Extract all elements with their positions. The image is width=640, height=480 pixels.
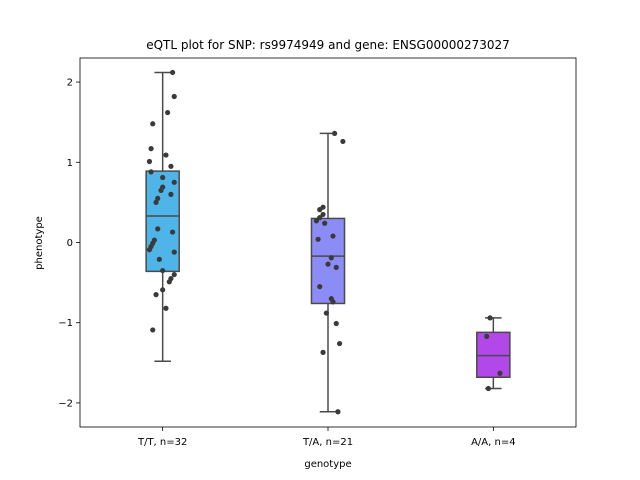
data-point bbox=[155, 226, 161, 232]
y-tick-label: −1 bbox=[58, 318, 73, 329]
y-tick-label: 0 bbox=[67, 238, 73, 249]
chart-title: eQTL plot for SNP: rs9974949 and gene: E… bbox=[146, 38, 510, 52]
data-point bbox=[155, 195, 161, 201]
data-point bbox=[333, 320, 339, 327]
data-point bbox=[153, 199, 159, 205]
data-point bbox=[336, 340, 343, 347]
data-point bbox=[323, 310, 329, 316]
y-axis: −2 −1 0 1 2 bbox=[58, 78, 80, 409]
data-point bbox=[487, 315, 493, 321]
data-point bbox=[168, 191, 174, 197]
data-point bbox=[169, 229, 176, 235]
data-point bbox=[317, 284, 323, 290]
data-point bbox=[317, 215, 323, 221]
data-point bbox=[163, 152, 169, 158]
data-point bbox=[333, 264, 339, 270]
y-tick-label: 1 bbox=[67, 158, 73, 169]
x-tick-label: T/T, n=32 bbox=[137, 437, 187, 448]
data-point bbox=[156, 256, 162, 262]
data-point bbox=[160, 174, 166, 181]
data-point bbox=[148, 169, 154, 175]
y-tick-label: −2 bbox=[58, 398, 73, 409]
x-tick-label: A/A, n=4 bbox=[471, 437, 516, 448]
data-point bbox=[171, 93, 177, 100]
data-point bbox=[330, 299, 336, 305]
data-point bbox=[148, 146, 154, 152]
y-axis-label: phenotype bbox=[34, 216, 45, 270]
data-point bbox=[330, 233, 336, 239]
data-point bbox=[160, 267, 166, 274]
data-point bbox=[171, 179, 177, 185]
data-point bbox=[169, 69, 176, 76]
data-point bbox=[484, 333, 490, 339]
y-tick-label: 2 bbox=[67, 78, 73, 89]
x-axis: T/T, n=32 T/A, n=21 A/A, n=4 bbox=[137, 427, 516, 448]
data-point bbox=[146, 247, 153, 253]
data-point bbox=[497, 370, 503, 376]
box-group bbox=[476, 317, 511, 390]
box-group bbox=[310, 132, 346, 413]
data-point bbox=[332, 130, 338, 137]
data-point bbox=[322, 220, 328, 226]
data-point bbox=[485, 385, 491, 392]
data-point bbox=[335, 409, 341, 415]
data-point bbox=[325, 261, 331, 267]
data-point bbox=[165, 109, 171, 116]
data-point bbox=[340, 138, 346, 145]
data-point bbox=[317, 207, 323, 213]
data-point bbox=[171, 271, 177, 278]
data-point bbox=[168, 163, 174, 169]
data-point bbox=[320, 349, 326, 355]
data-point bbox=[150, 327, 156, 333]
data-point bbox=[158, 187, 164, 193]
x-axis-label: genotype bbox=[304, 459, 351, 470]
data-point bbox=[153, 292, 159, 298]
data-point bbox=[315, 236, 321, 242]
data-point bbox=[328, 255, 334, 261]
data-point bbox=[320, 211, 326, 218]
plot-area bbox=[145, 69, 511, 415]
data-point bbox=[313, 218, 320, 224]
x-tick-label: T/A, n=21 bbox=[302, 437, 353, 448]
data-point bbox=[166, 279, 172, 285]
data-point bbox=[163, 305, 169, 311]
data-point bbox=[150, 121, 156, 127]
data-point bbox=[146, 158, 153, 165]
data-point bbox=[171, 249, 177, 255]
iqr-box bbox=[476, 331, 511, 379]
iqr-box bbox=[310, 217, 346, 305]
data-point bbox=[160, 287, 166, 293]
